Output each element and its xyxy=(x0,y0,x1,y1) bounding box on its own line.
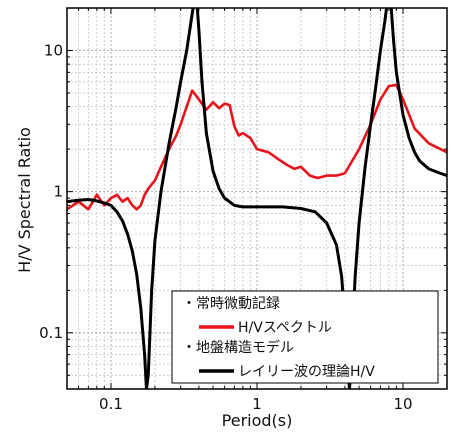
x-tick-label: 10 xyxy=(393,395,412,413)
y-tick-label: 0.1 xyxy=(39,324,63,342)
series-layer xyxy=(67,8,447,389)
legend-label-rayleigh-hv: レイリー波の理論H/V xyxy=(238,364,375,380)
tick-labels: 0.1 1 10 0.1 1 10 xyxy=(39,41,412,413)
legend-box xyxy=(171,290,439,384)
y-tick-label: 10 xyxy=(44,41,63,59)
legend-label-hv-spectrum: H/Vスペクトル xyxy=(238,320,332,336)
tick-marks xyxy=(67,8,447,389)
x-axis-label: Period(s) xyxy=(222,411,293,430)
legend-header-model: ・地盤構造モデル xyxy=(182,339,294,356)
legend-header-observed: ・常時微動記録 xyxy=(182,295,280,312)
series-line-rayleigh-hv xyxy=(67,8,447,389)
x-tick-label: 1 xyxy=(252,395,262,413)
y-axis-label: H/V Spectral Ratio xyxy=(15,127,34,273)
y-tick-label: 1 xyxy=(53,183,63,201)
legend: ・常時微動記録 H/Vスペクトル ・地盤構造モデル レイリー波の理論H/V xyxy=(171,290,439,384)
x-tick-label: 0.1 xyxy=(99,395,123,413)
series-line-hv-spectrum xyxy=(67,83,447,211)
